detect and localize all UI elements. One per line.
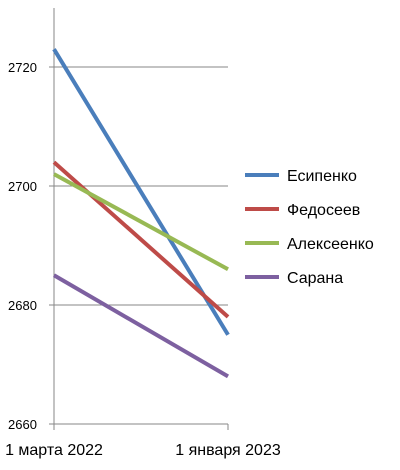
series-lines bbox=[52, 48, 230, 379]
legend-label: Алексеенко bbox=[287, 236, 374, 253]
series-line-0 bbox=[52, 48, 230, 336]
legend-label: Федосеев bbox=[287, 202, 360, 219]
y-tick-label: 2660 bbox=[8, 417, 37, 432]
legend-label: Сарана bbox=[287, 270, 343, 287]
y-tick-label: 2700 bbox=[8, 179, 37, 194]
axes: 2660 2680 2700 2720 1 марта 2022 1 января 202… bbox=[5, 8, 281, 459]
x-tick-label: 1 января 2023 bbox=[175, 442, 281, 459]
series-line-3 bbox=[52, 273, 230, 379]
series-line-2 bbox=[53, 172, 229, 272]
x-tick-label: 1 марта 2022 bbox=[5, 442, 103, 459]
legend-label: Есипенко bbox=[287, 168, 357, 185]
y-tick-label: 2720 bbox=[8, 60, 37, 75]
series-line-1 bbox=[52, 160, 230, 319]
y-tick-label: 2680 bbox=[8, 298, 37, 313]
legend: Есипенко Федосеев Алексеенко Сарана bbox=[245, 168, 374, 287]
